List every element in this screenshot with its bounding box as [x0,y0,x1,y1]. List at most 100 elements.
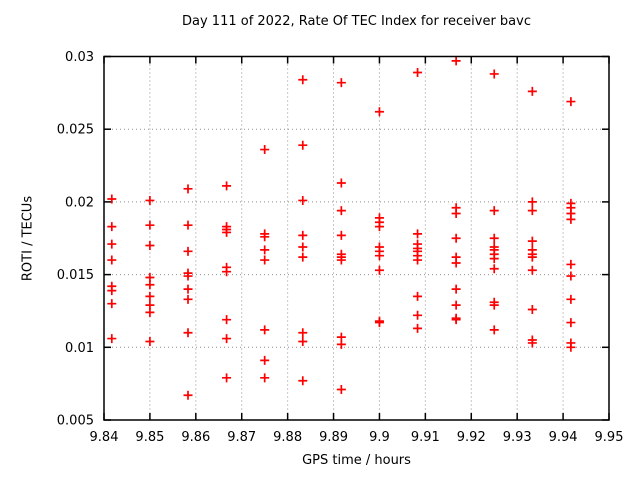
x-axis-label: GPS time / hours [302,453,411,468]
data-point [298,336,308,346]
data-point [145,307,155,317]
y-tick-label: 0.005 [57,414,94,429]
y-tick-label: 0.025 [57,123,94,138]
data-point [527,86,537,96]
data-point [298,195,308,205]
data-point [413,229,423,239]
data-point [566,259,576,269]
x-tick-label: 9.86 [181,430,210,445]
x-tick-label: 9.95 [595,430,624,445]
data-point [489,325,499,335]
data-point [566,318,576,328]
data-point [566,271,576,281]
data-point [183,328,193,338]
data-point [566,214,576,224]
data-point [145,220,155,230]
x-tick-label: 9.89 [319,430,348,445]
data-point [489,233,499,243]
plot-border [103,55,610,421]
data-point [183,284,193,294]
data-point [413,67,423,77]
data-point [298,242,308,252]
data-point [260,373,270,383]
data-point [183,294,193,304]
data-point [374,107,384,117]
data-point [374,265,384,275]
data-point [336,255,346,265]
data-point [298,376,308,386]
data-point [260,245,270,255]
data-point [374,222,384,232]
data-point [336,206,346,216]
data-point [566,97,576,107]
data-point [451,56,461,66]
data-point [336,230,346,240]
data-point [222,373,232,383]
y-tick-label: 0.02 [65,195,94,210]
data-point [222,334,232,344]
data-point [451,209,461,219]
data-point [183,220,193,230]
data-point [451,300,461,310]
data-point [260,355,270,365]
x-tick-label: 9.84 [90,430,119,445]
x-tick-label: 9.9 [369,430,390,445]
data-point [336,384,346,394]
data-point [260,232,270,242]
data-point [222,227,232,237]
data-point [107,255,117,265]
data-point [107,222,117,232]
data-point [413,323,423,333]
data-point [451,258,461,268]
data-point [183,184,193,194]
data-point [222,181,232,191]
data-point [489,69,499,79]
data-point [489,206,499,216]
data-point [336,78,346,88]
x-tick-label: 9.93 [503,430,532,445]
data-point [260,145,270,155]
data-point [298,328,308,338]
data-point [298,140,308,150]
data-point [413,255,423,265]
data-point [413,310,423,320]
data-point [336,339,346,349]
data-point [527,252,537,262]
data-point [566,342,576,352]
x-tick-label: 9.94 [549,430,578,445]
data-point [298,230,308,240]
x-tick-label: 9.87 [227,430,256,445]
data-point [145,336,155,346]
data-point [451,233,461,243]
data-point [183,390,193,400]
data-point [527,265,537,275]
data-point [527,197,537,207]
data-point [566,294,576,304]
x-tick-label: 9.85 [135,430,164,445]
data-point [489,254,499,264]
data-point [527,304,537,314]
data-point [527,206,537,216]
data-point [222,315,232,325]
data-point [413,291,423,301]
data-point [145,280,155,290]
data-point [107,239,117,249]
x-tick-label: 9.88 [273,430,302,445]
data-point [145,195,155,205]
data-point [145,241,155,251]
data-point [107,334,117,344]
data-point [260,255,270,265]
data-point [107,286,117,296]
data-point [374,251,384,261]
data-point [298,75,308,85]
data-point [107,194,117,204]
data-point [260,325,270,335]
data-point [336,178,346,188]
data-point [374,318,384,328]
y-tick-label: 0.01 [65,341,94,356]
data-point [107,299,117,309]
data-point [145,291,155,301]
data-point [183,271,193,281]
data-point [222,267,232,277]
